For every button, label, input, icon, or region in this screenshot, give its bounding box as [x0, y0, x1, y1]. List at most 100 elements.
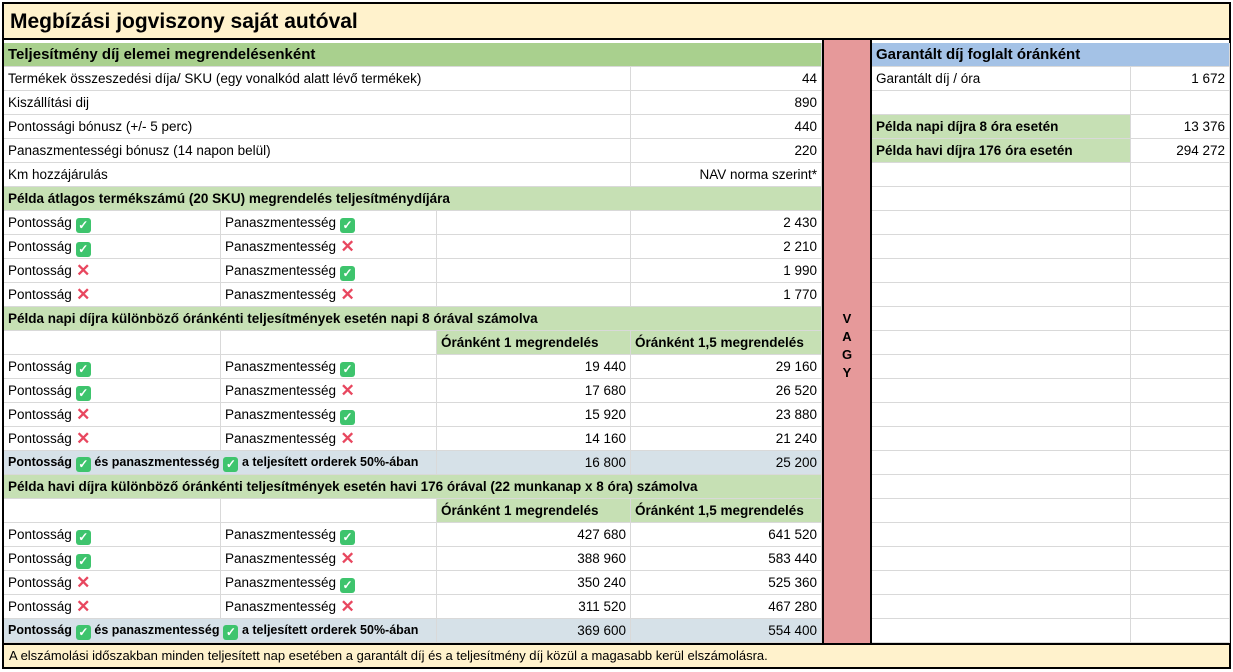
summary-value-1[interactable]: 16 800 [437, 451, 631, 475]
summary-value-1[interactable]: 369 600 [437, 619, 631, 643]
empty-cell[interactable] [1131, 355, 1230, 379]
value-2[interactable]: 29 160 [631, 355, 822, 379]
pan-cell[interactable]: Panaszmentesség ✕ [221, 283, 437, 307]
empty-cell[interactable] [872, 619, 1131, 643]
empty-cell[interactable] [1131, 91, 1230, 115]
col-header-2[interactable]: Óránként 1,5 megrendelés [631, 331, 822, 355]
pan-cell[interactable]: Panaszmentesség ✕ [221, 427, 437, 451]
empty-cell[interactable] [1131, 427, 1230, 451]
summary-label[interactable]: Pontosság ✓ és panaszmentesség ✓ a teljesí… [4, 451, 437, 475]
empty-cell[interactable] [872, 283, 1131, 307]
pan-cell[interactable]: Panaszmentesség ✓ [221, 211, 437, 235]
summary-label[interactable]: Pontosság ✓ és panaszmentesség ✓ a teljesí… [4, 619, 437, 643]
empty-cell[interactable] [1131, 211, 1230, 235]
empty-cell[interactable] [1131, 571, 1230, 595]
pont-cell[interactable]: Pontosság ✕ [4, 427, 221, 451]
pont-cell[interactable]: Pontosság ✓ [4, 547, 221, 571]
pan-cell[interactable]: Panaszmentesség ✓ [221, 355, 437, 379]
value-1[interactable]: 14 160 [437, 427, 631, 451]
empty-cell[interactable] [1131, 475, 1230, 499]
vagy-separator[interactable]: VAGY [822, 40, 872, 643]
empty-cell[interactable] [872, 307, 1131, 331]
value-2[interactable]: 21 240 [631, 427, 822, 451]
fee-item-label[interactable]: Kiszállítási dij [4, 91, 631, 115]
pont-cell[interactable]: Pontosság ✓ [4, 379, 221, 403]
fee-item-value[interactable]: 890 [631, 91, 822, 115]
pont-cell[interactable]: Pontosság ✕ [4, 595, 221, 619]
col-header-1[interactable]: Óránként 1 megrendelés [437, 331, 631, 355]
empty-cell[interactable] [872, 547, 1131, 571]
empty-cell[interactable] [872, 571, 1131, 595]
empty-cell[interactable] [1131, 163, 1230, 187]
empty-cell[interactable] [1131, 619, 1230, 643]
empty-cell[interactable] [872, 475, 1131, 499]
monthly-guaranteed-value[interactable]: 294 272 [1131, 139, 1230, 163]
empty-cell[interactable] [437, 283, 631, 307]
example-value[interactable]: 1 770 [631, 283, 822, 307]
value-1[interactable]: 427 680 [437, 523, 631, 547]
empty-cell[interactable] [1131, 547, 1230, 571]
pan-cell[interactable]: Panaszmentesség ✓ [221, 571, 437, 595]
empty-cell[interactable] [872, 211, 1131, 235]
summary-value-2[interactable]: 25 200 [631, 451, 822, 475]
empty-cell[interactable] [872, 331, 1131, 355]
page-title[interactable]: Megbízási jogviszony saját autóval [2, 2, 1231, 40]
empty-cell[interactable] [1131, 595, 1230, 619]
monthly-header[interactable]: Példa havi díjra különböző óránkénti tel… [4, 475, 822, 499]
value-2[interactable]: 26 520 [631, 379, 822, 403]
empty-cell[interactable] [437, 211, 631, 235]
empty-cell[interactable] [1131, 235, 1230, 259]
empty-cell[interactable] [1131, 307, 1230, 331]
example-order-header[interactable]: Példa átlagos termékszámú (20 SKU) megre… [4, 187, 822, 211]
value-1[interactable]: 19 440 [437, 355, 631, 379]
example-value[interactable]: 2 210 [631, 235, 822, 259]
fee-item-label[interactable]: Pontossági bónusz (+/- 5 perc) [4, 115, 631, 139]
section-header[interactable]: Teljesítmény díj elemei megrendelésenkén… [4, 43, 822, 67]
pan-cell[interactable]: Panaszmentesség ✓ [221, 403, 437, 427]
summary-value-2[interactable]: 554 400 [631, 619, 822, 643]
fee-item-value[interactable]: 440 [631, 115, 822, 139]
pont-cell[interactable]: Pontosság ✕ [4, 403, 221, 427]
pont-cell[interactable]: Pontosság ✓ [4, 355, 221, 379]
fee-item-value[interactable]: 220 [631, 139, 822, 163]
empty-cell[interactable] [437, 235, 631, 259]
pan-cell[interactable]: Panaszmentesség ✕ [221, 595, 437, 619]
empty-cell[interactable] [872, 379, 1131, 403]
empty-cell[interactable] [872, 427, 1131, 451]
pont-cell[interactable]: Pontosság ✕ [4, 571, 221, 595]
empty-cell[interactable] [872, 499, 1131, 523]
empty-cell[interactable] [872, 235, 1131, 259]
value-1[interactable]: 17 680 [437, 379, 631, 403]
fee-item-label[interactable]: Termékek összeszedési díja/ SKU (egy von… [4, 67, 631, 91]
fee-item-label[interactable]: Km hozzájárulás [4, 163, 631, 187]
empty-cell[interactable] [872, 355, 1131, 379]
value-2[interactable]: 583 440 [631, 547, 822, 571]
fee-item-label[interactable]: Panaszmentességi bónusz (14 napon belül) [4, 139, 631, 163]
empty-cell[interactable] [1131, 379, 1230, 403]
empty-cell[interactable] [1131, 259, 1230, 283]
empty-cell[interactable] [1131, 499, 1230, 523]
fee-item-value[interactable]: 44 [631, 67, 822, 91]
empty-cell[interactable] [1131, 451, 1230, 475]
pan-cell[interactable]: Panaszmentesség ✕ [221, 235, 437, 259]
value-1[interactable]: 350 240 [437, 571, 631, 595]
col-header-1[interactable]: Óránként 1 megrendelés [437, 499, 631, 523]
pont-cell[interactable]: Pontosság ✓ [4, 235, 221, 259]
rate-label[interactable]: Garantált díj / óra [872, 67, 1131, 91]
empty-cell[interactable] [872, 163, 1131, 187]
value-2[interactable]: 23 880 [631, 403, 822, 427]
empty-cell[interactable] [221, 331, 437, 355]
empty-cell[interactable] [872, 523, 1131, 547]
value-1[interactable]: 388 960 [437, 547, 631, 571]
empty-cell[interactable] [872, 595, 1131, 619]
col-header-2[interactable]: Óránként 1,5 megrendelés [631, 499, 822, 523]
empty-cell[interactable] [4, 499, 221, 523]
example-value[interactable]: 1 990 [631, 259, 822, 283]
empty-cell[interactable] [1131, 523, 1230, 547]
empty-cell[interactable] [872, 259, 1131, 283]
example-value[interactable]: 2 430 [631, 211, 822, 235]
pan-cell[interactable]: Panaszmentesség ✕ [221, 547, 437, 571]
value-2[interactable]: 467 280 [631, 595, 822, 619]
value-1[interactable]: 15 920 [437, 403, 631, 427]
daily-guaranteed-label[interactable]: Példa napi díjra 8 óra esetén [872, 115, 1131, 139]
